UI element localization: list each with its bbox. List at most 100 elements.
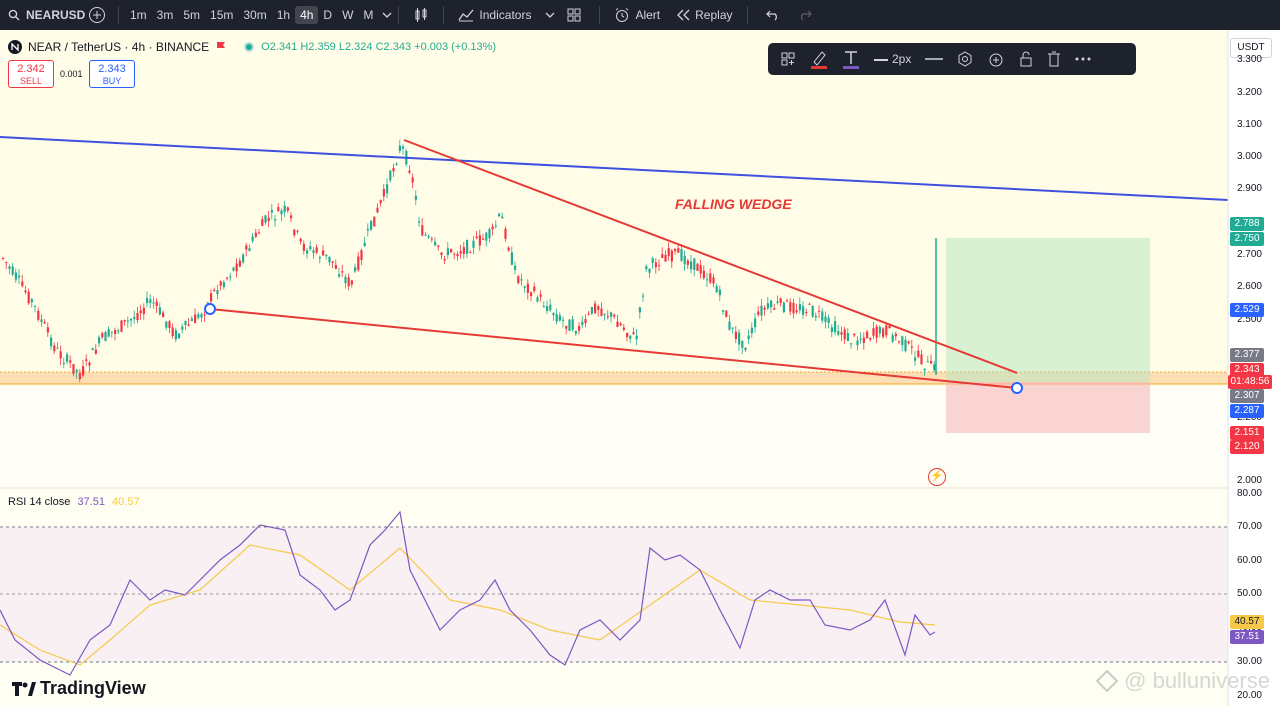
candle-body — [443, 258, 446, 261]
symbol-search[interactable]: NEARUSD — [0, 8, 85, 22]
rsi-tick-label: 60.00 — [1236, 555, 1262, 566]
undo-icon[interactable] — [765, 9, 780, 21]
trash-icon[interactable] — [1047, 51, 1061, 67]
candle-body — [82, 366, 85, 376]
wedge-end-handle[interactable] — [1011, 382, 1023, 394]
candle-body — [274, 219, 277, 221]
candle-body — [498, 213, 501, 217]
chevron-down-icon[interactable] — [545, 12, 555, 18]
pattern-annotation[interactable]: FALLING WEDGE — [675, 196, 792, 212]
text-color-icon[interactable] — [842, 49, 860, 69]
candle-body — [194, 314, 197, 323]
candle-body — [571, 319, 574, 330]
price-chart[interactable] — [0, 30, 1280, 706]
candle-body — [827, 317, 830, 323]
timeframe-d[interactable]: D — [323, 8, 333, 22]
candle-body — [507, 247, 510, 251]
candle-body — [334, 265, 337, 269]
add-symbol-icon[interactable] — [88, 6, 106, 24]
candle-body — [258, 232, 261, 234]
flash-alert-icon[interactable]: ⚡ — [928, 468, 946, 486]
rsi-tick-label: 80.00 — [1236, 488, 1262, 499]
alert-label: Alert — [635, 8, 661, 22]
tradingview-logo-text: TradingView — [40, 678, 146, 698]
candle-body — [155, 301, 158, 307]
buy-button[interactable]: 2.343 BUY — [89, 60, 135, 88]
candle-body — [270, 210, 273, 213]
candle-body — [738, 332, 741, 345]
timeframe-30m[interactable]: 30m — [243, 8, 267, 22]
line-style-icon[interactable] — [925, 57, 944, 61]
timeframe-4h[interactable]: 4h — [295, 6, 319, 24]
rsi-legend[interactable]: RSI 14 close 37.51 40.57 — [8, 496, 140, 508]
more-options-icon[interactable] — [1075, 57, 1091, 61]
alert-button[interactable]: Alert — [606, 7, 668, 23]
long-position-stop[interactable] — [946, 382, 1150, 433]
candle-body — [914, 357, 917, 361]
watermark: @ bulluniverse — [1096, 668, 1270, 694]
lock-icon[interactable] — [1019, 51, 1033, 67]
timeframe-1h[interactable]: 1h — [276, 8, 291, 22]
candle-body — [347, 277, 350, 287]
candle-body — [203, 314, 206, 316]
tradingview-logo[interactable]: TradingView — [12, 678, 146, 699]
candle-body — [840, 332, 843, 335]
candle-body — [862, 337, 865, 343]
timeframe-w[interactable]: W — [342, 8, 354, 22]
candle-body — [552, 312, 555, 316]
line-color-icon[interactable] — [810, 49, 828, 69]
candle-body — [872, 328, 875, 336]
layouts-icon[interactable] — [567, 8, 581, 22]
settings-gear-icon[interactable] — [957, 51, 973, 67]
price-tag-label: 2.287 — [1230, 404, 1264, 418]
sell-label: SELL — [19, 76, 43, 86]
candle-body — [222, 282, 225, 288]
candle-body — [88, 362, 91, 366]
candle-body — [875, 326, 878, 338]
rsi-tick-label: 20.00 — [1236, 690, 1262, 701]
timeframe-1m[interactable]: 1m — [130, 8, 147, 22]
rsi-tag-label: 37.51 — [1230, 630, 1264, 644]
candle-body — [821, 311, 824, 321]
indicators-button[interactable]: Indicators — [450, 8, 539, 22]
currency-selector[interactable]: USDT — [1230, 38, 1272, 58]
symbol-title[interactable]: NEAR / TetherUS · 4h · BINANCE — [28, 40, 210, 54]
candle-body — [2, 257, 5, 259]
replay-button[interactable]: Replay — [668, 8, 740, 22]
candles-icon[interactable] — [413, 7, 429, 23]
support-zone[interactable] — [0, 372, 1228, 384]
candle-body — [504, 228, 507, 239]
candle-body — [888, 325, 891, 329]
timeframe-15m[interactable]: 15m — [210, 8, 234, 22]
flag-icon[interactable] — [215, 41, 227, 53]
candle-body — [731, 327, 734, 329]
candle-body — [910, 346, 913, 348]
line-width-selector[interactable]: 2px — [874, 52, 911, 66]
wedge-anchor-handle[interactable] — [204, 303, 216, 315]
templates-icon[interactable] — [780, 51, 796, 67]
timeframe-m[interactable]: M — [363, 8, 374, 22]
candle-body — [331, 261, 334, 263]
wedge-upper-line[interactable] — [403, 139, 1018, 374]
add-alert-icon[interactable] — [987, 50, 1005, 68]
sell-button[interactable]: 2.342 SELL — [8, 60, 54, 88]
candle-body — [130, 318, 133, 321]
descending-trendline[interactable] — [0, 136, 1229, 201]
timeframe-3m[interactable]: 3m — [156, 8, 174, 22]
candle-body — [133, 316, 136, 320]
candle-body — [286, 207, 289, 211]
redo-icon[interactable] — [798, 9, 812, 21]
wedge-lower-line[interactable] — [209, 308, 1018, 389]
long-position-target[interactable] — [946, 238, 1150, 382]
candle-body — [357, 256, 360, 271]
timeframe-5m[interactable]: 5m — [183, 8, 201, 22]
candle-body — [718, 289, 721, 296]
candle-body — [174, 330, 177, 340]
candle-body — [162, 312, 165, 318]
candle-body — [283, 205, 286, 213]
price-tag-label: 2.343 — [1230, 363, 1264, 377]
candle-body — [437, 245, 440, 247]
rsi-tick-label: 70.00 — [1236, 521, 1262, 532]
candle-body — [770, 300, 773, 308]
chevron-down-icon[interactable] — [382, 12, 392, 18]
